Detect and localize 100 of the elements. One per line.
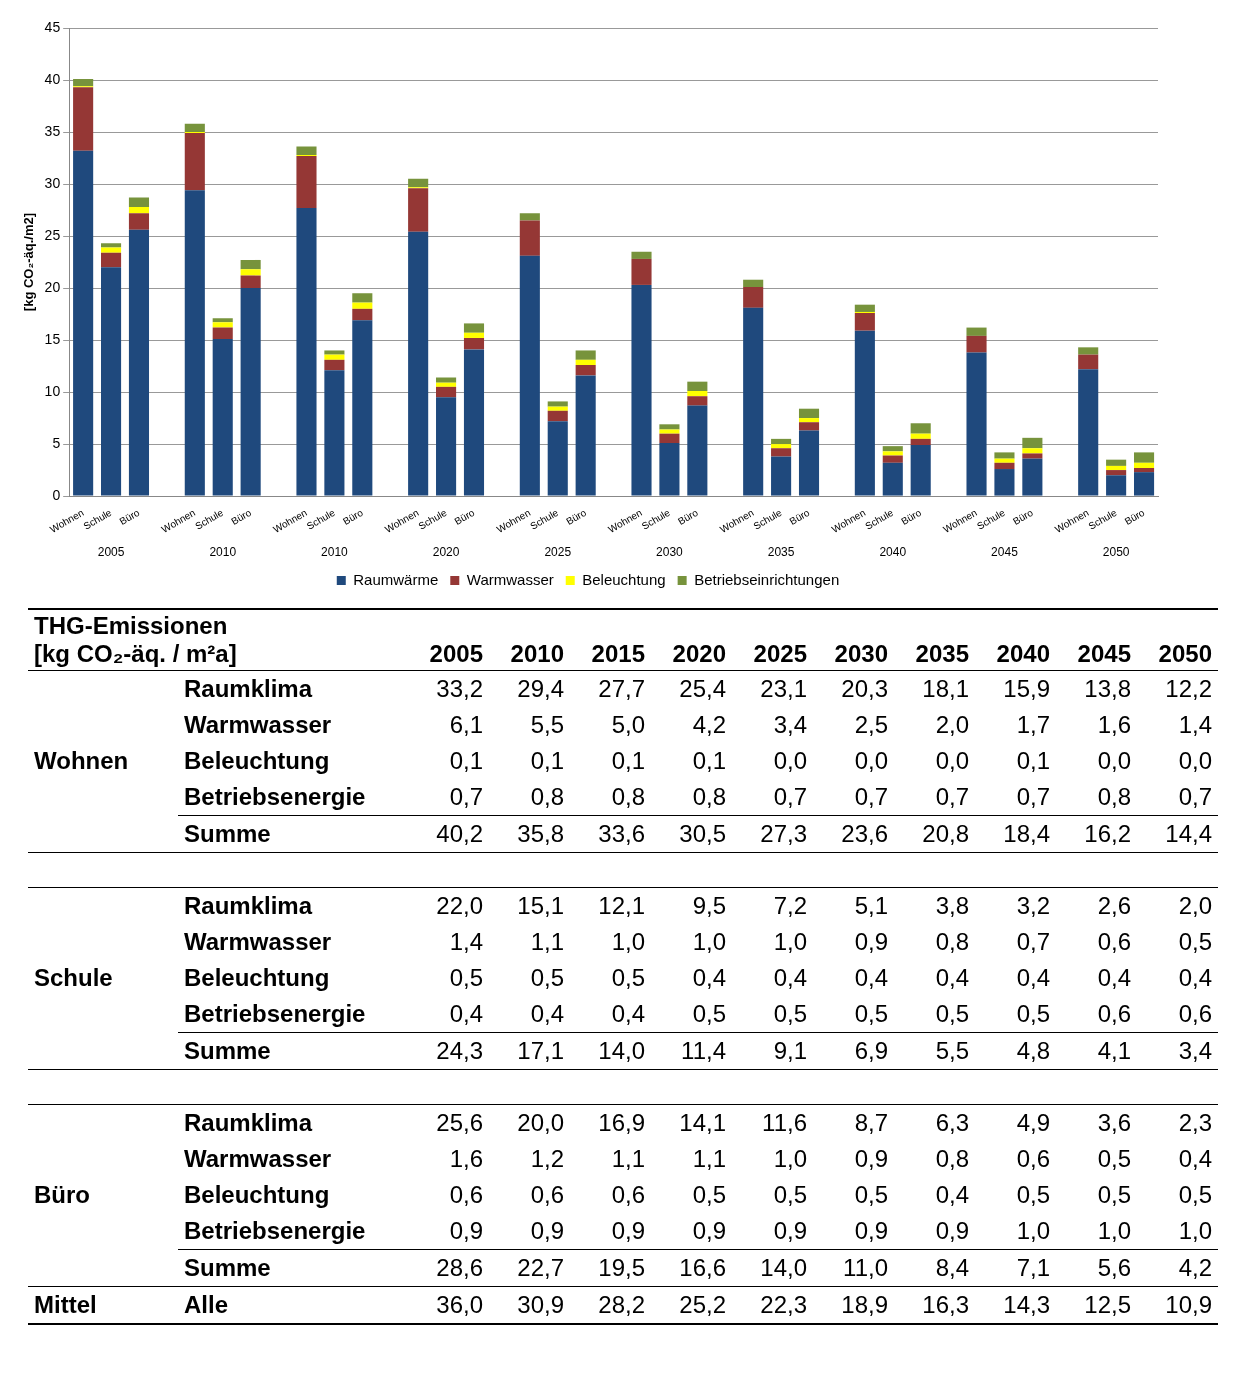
data-label: 1,1 [610, 1144, 646, 1174]
data-label: 5,5 [894, 1032, 975, 1070]
data-label: 28,6 [408, 1249, 489, 1287]
y-tick-label: Raumklima [183, 891, 314, 921]
data-label: 29,4 [516, 674, 565, 704]
data-label: 0,5 [529, 963, 565, 993]
data-label: 6,3 [934, 1108, 970, 1138]
data-label: 0,5 [934, 999, 970, 1029]
data-label: 0,9 [529, 1216, 565, 1246]
data-label: 33,6 [570, 815, 651, 853]
text: THG-Emissionen [34, 612, 229, 640]
legend-label: Raumwärme [353, 570, 439, 588]
y-tick-label: 40 [44, 70, 61, 87]
y-tick-label: 30 [44, 174, 61, 191]
data-label: 22,7 [489, 1249, 570, 1287]
data-label: 0,1 [448, 746, 484, 776]
x-tick-label: 2045 [1076, 639, 1132, 669]
data-label: 0,6 [1177, 999, 1213, 1029]
data-label: 0,8 [934, 1144, 970, 1174]
data-label: 0,4 [610, 999, 646, 1029]
text: 2025 [544, 545, 572, 560]
data-label: 0,0 [853, 746, 889, 776]
data-label: 0,4 [448, 999, 484, 1029]
data-label: 12,2 [1164, 674, 1213, 704]
data-label: 36,0 [408, 1286, 489, 1324]
data-label: 1,4 [448, 927, 484, 957]
data-label: 4,2 [1137, 1249, 1218, 1287]
data-label: 0,8 [1096, 782, 1132, 812]
data-label: 0,6 [610, 1180, 646, 1210]
data-label: 20,8 [894, 815, 975, 853]
text: 2005 [97, 545, 125, 560]
data-label: 2,0 [934, 710, 970, 740]
y-tick-label: 20 [44, 278, 61, 295]
data-label: 0,9 [853, 1216, 889, 1246]
x-tick-label: Büro [899, 506, 924, 527]
y-tick-label: 0 [52, 486, 61, 503]
text: 2045 [991, 545, 1019, 560]
data-label: 12,5 [1056, 1286, 1137, 1324]
data-label: 15,9 [1002, 674, 1051, 704]
data-label: 10,9 [1137, 1286, 1218, 1324]
data-label: 14,4 [1137, 815, 1218, 853]
data-label: 0,5 [772, 1180, 808, 1210]
y-tick-label: Betriebsenergie [183, 782, 367, 812]
data-label: 0,5 [1015, 1180, 1051, 1210]
data-label: 7,2 [772, 891, 808, 921]
data-label: 18,9 [813, 1286, 894, 1324]
legend-label: Warmwasser [466, 570, 554, 588]
data-label: 0,6 [529, 1180, 565, 1210]
text: 2035 [767, 545, 795, 560]
data-label: 0,5 [1096, 1180, 1132, 1210]
y-tick-label: 45 [44, 18, 61, 35]
data-label: 24,3 [408, 1032, 489, 1070]
data-label: 1,0 [691, 927, 727, 957]
data-label: 1,7 [1015, 710, 1051, 740]
data-label: 0,4 [1096, 963, 1132, 993]
data-label: 11,4 [651, 1032, 732, 1070]
data-label: 28,2 [570, 1286, 651, 1324]
data-label: 16,3 [894, 1286, 975, 1324]
legend-label: Beleuchtung [582, 570, 666, 588]
data-label: 0,9 [772, 1216, 808, 1246]
y-tick-label: 25 [44, 226, 61, 243]
data-label: 35,8 [489, 815, 570, 853]
data-label: 33,2 [435, 674, 484, 704]
y-axis-title: [kg CO₂-äq./m2] [21, 212, 37, 312]
data-label: 2,3 [1177, 1108, 1213, 1138]
y-tick-label: Raumklima [183, 1108, 314, 1138]
data-label: 0,4 [1177, 963, 1213, 993]
data-label: 0,4 [691, 963, 727, 993]
data-label: 0,6 [1015, 1144, 1051, 1174]
text: 2040 [879, 545, 907, 560]
data-label: 0,5 [1096, 1144, 1132, 1174]
data-label: 0,7 [448, 782, 484, 812]
y-tick-label: Summe [178, 1249, 408, 1287]
text: 2010 [321, 545, 349, 560]
y-tick-label: 5 [52, 434, 61, 451]
y-tick-label: Beleuchtung [183, 1180, 331, 1210]
data-label: 4,9 [1015, 1108, 1051, 1138]
data-label: 12,1 [597, 891, 646, 921]
text: 2020 [432, 545, 460, 560]
x-tick-label: Büro [564, 506, 589, 527]
y-tick-label: 15 [44, 330, 61, 347]
y-axis-title: Büro [33, 1180, 91, 1210]
data-label: 27,7 [597, 674, 646, 704]
data-label: 18,1 [921, 674, 970, 704]
data-label: 0,9 [853, 927, 889, 957]
data-label: 0,7 [853, 782, 889, 812]
data-label: 1,2 [529, 1144, 565, 1174]
data-label: 0,5 [1015, 999, 1051, 1029]
data-label: 3,6 [1096, 1108, 1132, 1138]
data-label: 0,7 [1015, 927, 1051, 957]
data-label: 0,5 [610, 963, 646, 993]
x-tick-label: Büro [340, 506, 366, 527]
x-tick-label: 2025 [752, 639, 808, 669]
data-label: 40,2 [408, 815, 489, 853]
data-label: 0,9 [934, 1216, 970, 1246]
data-label: 1,0 [610, 927, 646, 957]
x-tick-label: 2035 [914, 639, 970, 669]
y-tick-label: Summe [178, 1032, 408, 1070]
x-tick-label: 2050 [1157, 639, 1213, 669]
x-tick-label: Büro [675, 506, 701, 527]
